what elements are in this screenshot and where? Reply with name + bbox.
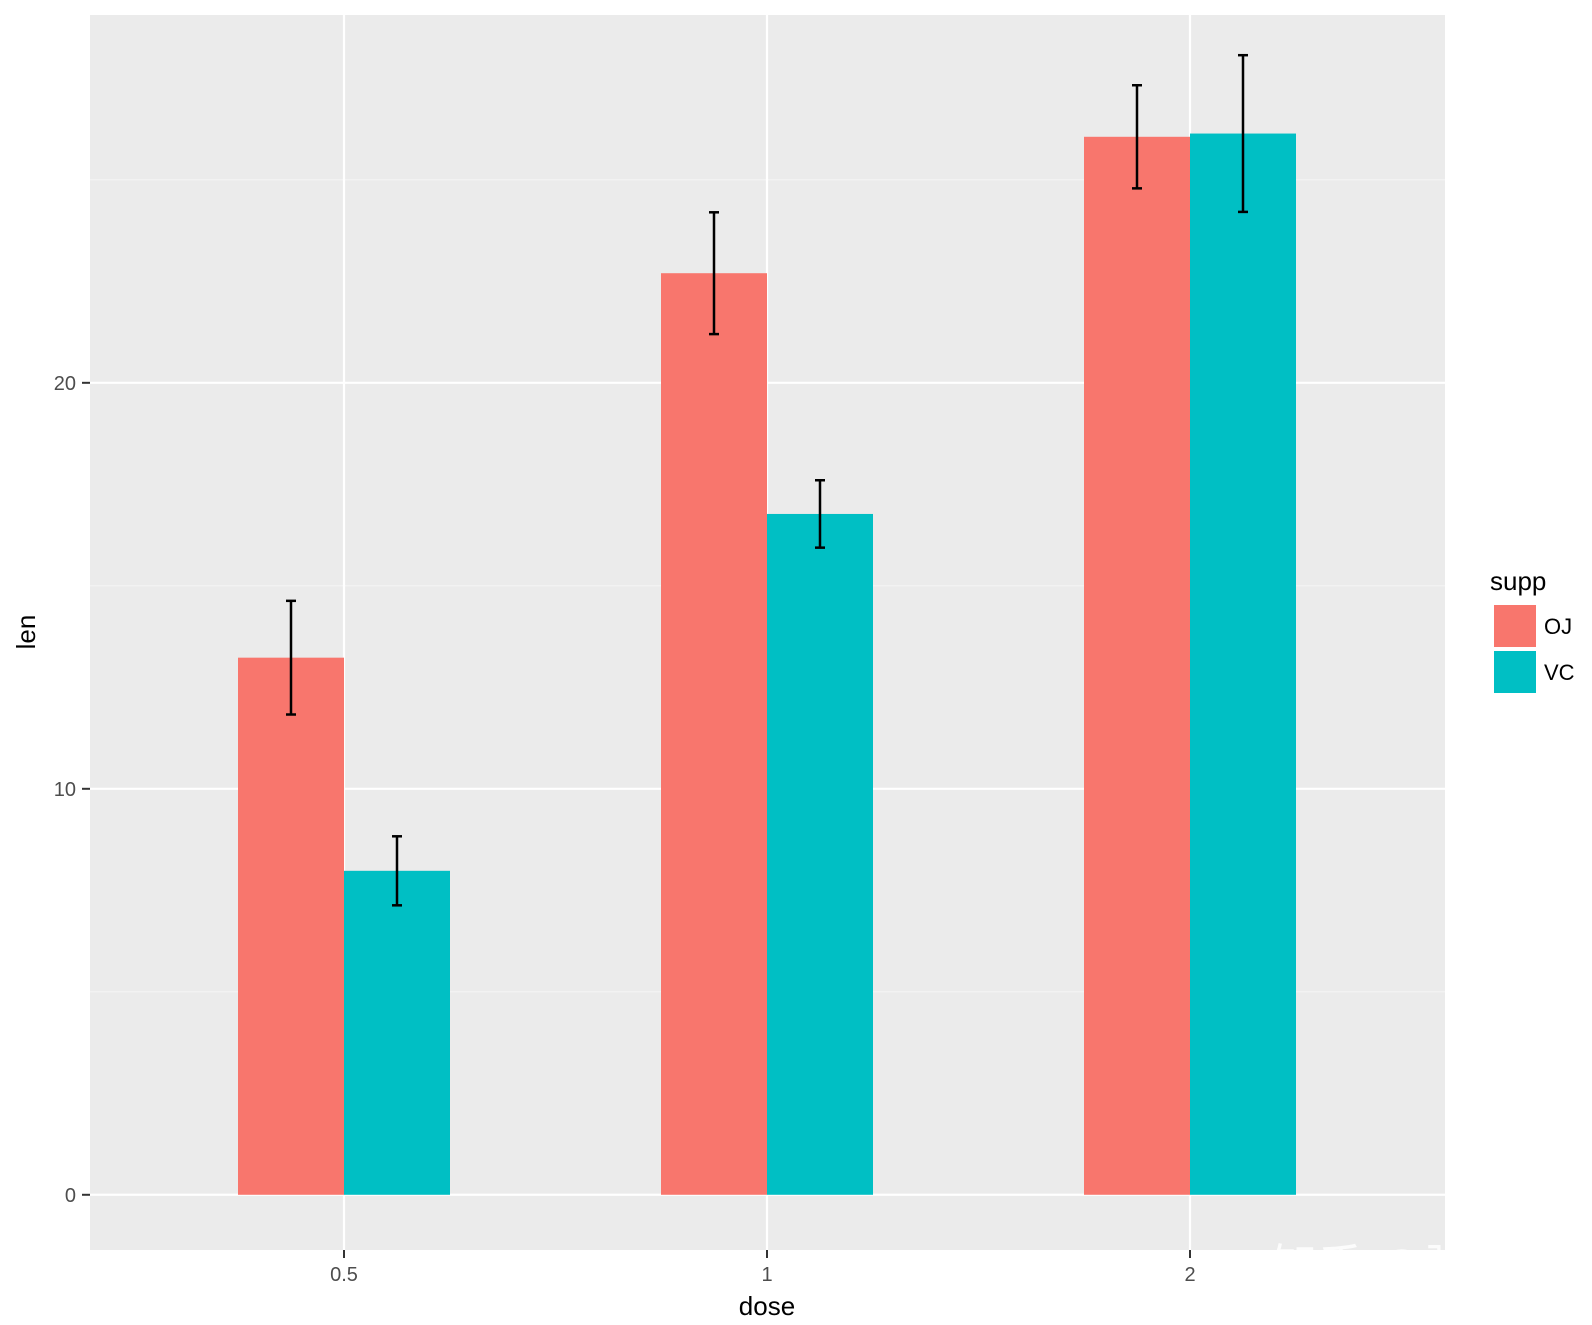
bar-OJ-2 [1084,136,1190,1195]
bar-VC-2 [1190,133,1296,1195]
error-bar-VC-1 [815,479,825,549]
bar-OJ-1 [661,273,767,1195]
bar-VC-1 [767,513,873,1195]
legend-key-VC [1494,651,1536,693]
bar-OJ-0.5 [238,657,344,1195]
y-tick-label: 20 [54,373,76,395]
error-bar-VC-0.5 [392,835,402,907]
bars [238,133,1296,1195]
legend: supp OJ VC [1490,566,1575,693]
legend-title: supp [1490,566,1546,596]
error-bar-OJ-0.5 [286,599,296,716]
x-tick-label: 1 [761,1264,772,1286]
error-bar-OJ-1 [709,211,719,336]
legend-key-OJ [1494,605,1536,647]
axes: 0 10 20 0.5 1 2 [54,373,1196,1286]
legend-label-VC: VC [1544,660,1575,685]
x-axis-title: dose [739,1291,795,1320]
bar-VC-0.5 [344,870,450,1195]
y-tick-label: 10 [54,779,76,801]
x-tick-label: 2 [1184,1264,1195,1286]
y-tick-label: 0 [65,1185,76,1207]
watermark-text: 知乎 @张了了 [1271,1239,1562,1293]
legend-label-OJ: OJ [1544,614,1572,639]
legend-item-OJ: OJ [1494,605,1572,647]
error-bars [286,53,1248,907]
x-tick-label: 0.5 [330,1264,358,1286]
error-bar-OJ-2 [1132,83,1142,190]
legend-items: OJ VC [1494,605,1575,693]
error-bar-VC-2 [1238,53,1248,214]
legend-item-VC: VC [1494,651,1575,693]
y-axis-title: len [11,615,41,650]
